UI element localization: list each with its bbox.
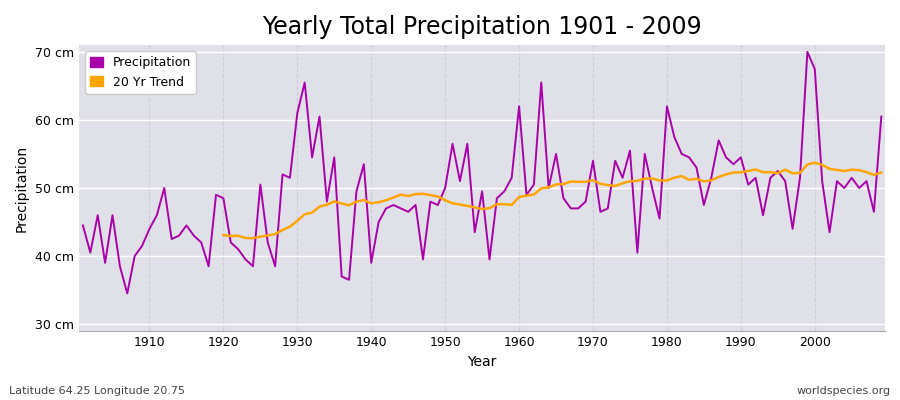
Legend: Precipitation, 20 Yr Trend: Precipitation, 20 Yr Trend [86, 51, 196, 94]
20 Yr Trend [772, 171, 783, 176]
Line: Precipitation: Precipitation [83, 52, 881, 294]
20 Yr Trend [314, 204, 325, 209]
Precipitation [802, 50, 813, 54]
Precipitation [521, 192, 532, 197]
Text: worldspecies.org: worldspecies.org [796, 386, 891, 396]
20 Yr Trend [788, 171, 798, 176]
X-axis label: Year: Year [467, 355, 497, 369]
20 Yr Trend [218, 233, 229, 238]
Line: 20 Yr Trend: 20 Yr Trend [223, 163, 881, 238]
Y-axis label: Precipitation: Precipitation [15, 144, 29, 232]
Precipitation [144, 226, 155, 231]
Precipitation [514, 104, 525, 109]
20 Yr Trend [684, 178, 695, 182]
Precipitation [876, 114, 886, 119]
20 Yr Trend [425, 193, 436, 198]
Precipitation [610, 158, 621, 163]
20 Yr Trend [876, 170, 886, 175]
Precipitation [351, 189, 362, 194]
20 Yr Trend [809, 160, 820, 165]
Precipitation [77, 223, 88, 228]
Text: Latitude 64.25 Longitude 20.75: Latitude 64.25 Longitude 20.75 [9, 386, 185, 396]
Title: Yearly Total Precipitation 1901 - 2009: Yearly Total Precipitation 1901 - 2009 [262, 15, 702, 39]
Precipitation [122, 291, 132, 296]
20 Yr Trend [861, 170, 872, 174]
20 Yr Trend [248, 236, 258, 240]
Precipitation [307, 155, 318, 160]
